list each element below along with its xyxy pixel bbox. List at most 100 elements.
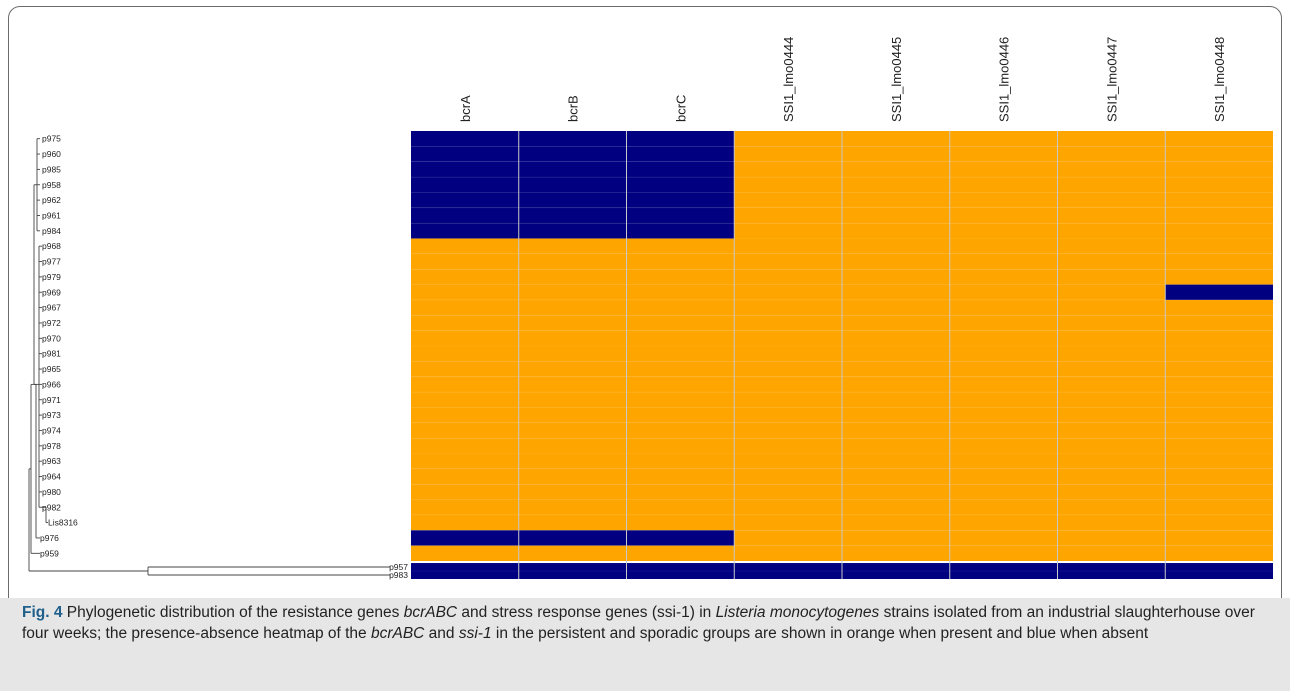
heatmap-cell <box>518 346 627 362</box>
heatmap-cell <box>949 207 1058 224</box>
figure-caption: Fig. 4 Phylogenetic distribution of the … <box>22 602 1272 644</box>
heatmap-cell <box>411 346 519 362</box>
strain-label: p964 <box>42 472 61 482</box>
heatmap-cell <box>1057 499 1166 515</box>
heatmap-cell <box>842 407 950 423</box>
heatmap-cell <box>626 545 735 561</box>
heatmap-cell <box>949 177 1058 193</box>
heatmap-cell <box>1057 453 1166 469</box>
heatmap-cell <box>626 253 735 270</box>
heatmap-cell <box>842 484 950 500</box>
heatmap-cell <box>411 499 519 515</box>
strain-label: p957 <box>389 562 408 572</box>
heatmap-cell <box>1165 192 1273 208</box>
heatmap-cell <box>1165 499 1273 515</box>
heatmap-cell <box>1165 392 1273 408</box>
heatmap-cell <box>734 315 842 331</box>
strain-label: p970 <box>42 333 61 343</box>
heatmap-cell <box>734 499 842 515</box>
heatmap-cell <box>626 530 735 546</box>
caption-text: Phylogenetic distribution of the resista… <box>22 604 1255 642</box>
heatmap-cell <box>518 468 627 485</box>
heatmap-cell <box>949 223 1058 239</box>
heatmap-cell <box>1057 223 1166 239</box>
phylogenetic-tree <box>28 138 390 576</box>
heatmap-cell <box>1057 146 1166 162</box>
heatmap-cell <box>411 571 519 579</box>
heatmap-cell <box>626 499 735 515</box>
heatmap-cell <box>518 207 627 224</box>
heatmap-cell <box>734 392 842 408</box>
strain-label: p966 <box>42 379 61 389</box>
heatmap-cell <box>626 422 735 439</box>
heatmap-cell <box>411 161 519 178</box>
heatmap-cell <box>411 453 519 469</box>
column-header: bcrB <box>566 95 581 122</box>
heatmap-cell <box>626 207 735 224</box>
heatmap-cell <box>1057 207 1166 224</box>
heatmap-cell <box>411 422 519 439</box>
heatmap-cell <box>734 223 842 239</box>
heatmap-cell <box>1165 207 1273 224</box>
heatmap-cell <box>1165 361 1273 377</box>
heatmap-cell <box>842 453 950 469</box>
heatmap-cell <box>949 468 1058 485</box>
heatmap-cell <box>411 407 519 423</box>
caption-segment: strains isolated from an industrial slau… <box>22 604 1255 642</box>
heatmap-cell <box>842 269 950 285</box>
heatmap-cell <box>949 545 1058 561</box>
heatmap-cell <box>734 407 842 423</box>
heatmap-cell <box>518 269 627 285</box>
heatmap-cell <box>842 514 950 531</box>
heatmap-cell <box>626 146 735 162</box>
strain-label: p982 <box>42 502 61 512</box>
heatmap-cell <box>842 545 950 561</box>
heatmap-cell <box>518 438 627 454</box>
heatmap-cell <box>626 376 735 393</box>
heatmap-cell <box>518 499 627 515</box>
heatmap-cell <box>411 484 519 500</box>
heatmap-cell <box>518 563 627 571</box>
strain-label: p972 <box>42 318 61 328</box>
heatmap-cell <box>626 131 735 147</box>
heatmap-cell <box>1165 284 1273 300</box>
caption-segment: and <box>424 625 459 642</box>
heatmap-cell <box>518 361 627 377</box>
heatmap-cell <box>949 361 1058 377</box>
heatmap-cell <box>734 238 842 254</box>
heatmap-cell <box>518 571 627 579</box>
heatmap-cell <box>626 269 735 285</box>
column-header: SSI1_lmo0445 <box>889 37 904 122</box>
heatmap-cell <box>411 563 519 571</box>
heatmap-cell <box>518 284 627 300</box>
heatmap-cell <box>626 571 735 579</box>
heatmap-cell <box>518 453 627 469</box>
caption-segment: bcrABC <box>370 625 425 642</box>
heatmap-cell <box>1057 468 1166 485</box>
heatmap-cell <box>949 484 1058 500</box>
heatmap-cell <box>734 253 842 270</box>
heatmap-cell <box>1057 131 1166 147</box>
caption-segment: Listeria monocytogenes <box>715 604 880 621</box>
heatmap-cell <box>734 346 842 362</box>
column-header: bcrA <box>458 95 473 122</box>
heatmap-cell <box>1165 161 1273 178</box>
strain-label: p984 <box>42 226 61 236</box>
heatmap-cell <box>1165 223 1273 239</box>
heatmap-cell <box>949 269 1058 285</box>
heatmap-cell <box>1057 563 1166 571</box>
heatmap-cell <box>411 131 519 147</box>
heatmap-cell <box>1057 284 1166 300</box>
heatmap-cell <box>949 330 1058 346</box>
heatmap-cell <box>1057 161 1166 178</box>
heatmap-cell <box>1165 177 1273 193</box>
heatmap-cell <box>949 299 1058 316</box>
heatmap-cell <box>626 330 735 346</box>
heatmap-cell <box>518 530 627 546</box>
heatmap-cell <box>734 571 842 579</box>
heatmap-cell <box>411 530 519 546</box>
heatmap-cell <box>734 453 842 469</box>
heatmap-cell <box>842 422 950 439</box>
heatmap-cell <box>842 376 950 393</box>
heatmap-cell <box>518 514 627 531</box>
